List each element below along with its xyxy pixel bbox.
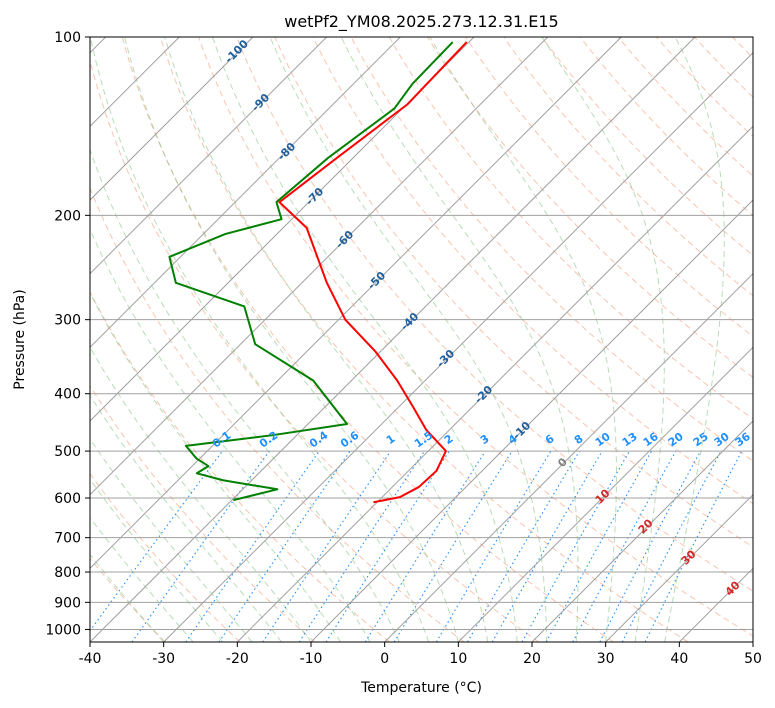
mixing-ratio-line — [185, 450, 320, 642]
chart-title: wetPf2_YM08.2025.273.12.31.E15 — [284, 12, 558, 32]
moist-adiabat — [90, 228, 371, 642]
moist-adiabat — [90, 438, 253, 642]
mixing-ratio-line — [599, 450, 702, 642]
moist-adiabat — [211, 37, 518, 642]
x-tick-label: 20 — [523, 651, 541, 667]
x-tick-label: 40 — [670, 651, 688, 667]
isotherm-line — [310, 199, 753, 642]
profile-lines — [168, 41, 468, 504]
mixing-ratio-line — [364, 450, 486, 642]
moist-adiabat — [90, 148, 400, 642]
dry-adiabat — [121, 37, 614, 642]
moist-adiabat — [90, 37, 430, 642]
mixing-ratio-line — [325, 450, 450, 642]
y-tick-label: 800 — [54, 565, 81, 581]
isotherm-line — [163, 51, 753, 642]
dry-adiabat — [312, 37, 753, 505]
y-axis: 100 200 300 400 500 600 700 800 900 1000 — [45, 30, 90, 638]
mixing-ratio-line — [262, 450, 392, 642]
isotherm-line — [236, 125, 753, 642]
y-tick-label: 1000 — [45, 622, 81, 638]
dry-adiabat — [350, 37, 753, 462]
y-tick-label: 900 — [54, 595, 81, 611]
x-axis: -40 -30 -20 -10 0 10 20 30 40 50 — [79, 642, 762, 667]
mixing-ratio-line — [435, 450, 552, 642]
y-tick-label: 700 — [54, 531, 81, 547]
dry-adiabat — [236, 37, 753, 592]
dry-adiabat — [90, 472, 241, 642]
dry-adiabat — [274, 37, 753, 548]
x-tick-label: -20 — [226, 651, 249, 667]
y-tick-label: 600 — [54, 491, 81, 507]
plot-frame — [89, 36, 754, 643]
isotherm-line — [90, 37, 254, 201]
temperature-profile-line — [278, 41, 468, 504]
x-axis-title: Temperature (°C) — [360, 680, 482, 696]
isotherm-line — [90, 37, 475, 422]
dry-adiabat — [388, 37, 753, 420]
dry-adiabat — [90, 291, 390, 642]
moist-adiabat — [90, 394, 282, 642]
moist-adiabat — [90, 553, 165, 642]
dry-adiabat — [90, 186, 465, 642]
mixing-ratio-line — [467, 450, 580, 642]
y-axis-title: Pressure (hPa) — [12, 289, 28, 389]
moist-adiabat — [90, 478, 223, 642]
x-tick-label: 30 — [597, 651, 615, 667]
y-tick-label: 400 — [54, 387, 81, 403]
y-tick-label: 500 — [54, 444, 81, 460]
dry-adiabat — [503, 37, 753, 297]
x-tick-label: -30 — [152, 651, 175, 667]
dry-adiabat — [90, 384, 316, 642]
isotherm-line — [384, 272, 753, 642]
mixing-ratio-line — [298, 450, 425, 642]
dry-adiabat — [426, 37, 753, 378]
dewpoint-profile-line — [168, 41, 454, 502]
isotherm-line — [531, 420, 753, 642]
y-tick-label: 100 — [54, 30, 81, 46]
moist-adiabat — [429, 37, 617, 642]
dry-adiabat — [465, 37, 753, 337]
mixing-ratio-line — [572, 450, 677, 642]
moist-adiabat — [269, 37, 548, 642]
moist-adiabat — [340, 37, 579, 642]
isotherm-line — [90, 37, 328, 275]
moist-adiabat — [541, 37, 665, 642]
x-tick-label: -40 — [79, 651, 102, 667]
moist-adiabat — [664, 37, 725, 642]
isotherm-line — [90, 37, 401, 349]
grid-lines — [90, 37, 753, 642]
dry-adiabat — [90, 59, 540, 642]
y-tick-label: 200 — [54, 208, 81, 224]
moist-adiabat — [90, 291, 341, 642]
x-tick-label: 0 — [380, 651, 389, 667]
mixing-ratio-line — [131, 450, 270, 642]
moist-adiabat — [164, 37, 489, 642]
isotherm-line — [605, 493, 753, 642]
y-tick-label: 300 — [54, 313, 81, 329]
x-tick-label: 50 — [744, 651, 762, 667]
isotherm-line — [90, 37, 549, 496]
x-tick-label: 10 — [449, 651, 467, 667]
isotherm-line — [90, 37, 622, 570]
moist-adiabat — [124, 37, 459, 642]
x-tick-label: -10 — [300, 651, 323, 667]
dry-adiabat — [159, 37, 689, 642]
mixing-ratio-line — [218, 450, 351, 642]
moist-adiabat — [90, 516, 194, 642]
isotherm-line — [457, 346, 753, 642]
isotherm-line — [90, 37, 696, 642]
